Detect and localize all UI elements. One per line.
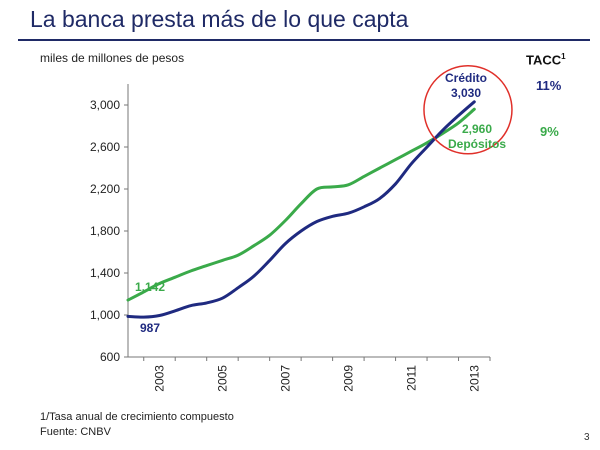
x-tick-label: 2011 xyxy=(404,365,418,391)
label-credito-start: 987 xyxy=(140,321,160,335)
label-depositos-name: Depósitos xyxy=(448,137,506,151)
source-note: Fuente: CNBV xyxy=(40,426,111,438)
label-depositos-end-value: 2,960 xyxy=(462,122,492,136)
x-tick-label: 2007 xyxy=(278,365,292,392)
y-tick-label: 3,000 xyxy=(90,98,120,112)
slide-title: La banca presta más de lo que capta xyxy=(30,6,409,32)
x-tick-label: 2005 xyxy=(215,365,229,392)
y-tick-label: 2,600 xyxy=(90,140,120,154)
y-tick-label: 2,200 xyxy=(90,182,120,196)
x-tick-label: 2003 xyxy=(152,365,166,392)
tacc-superscript: 1 xyxy=(561,52,566,61)
tacc-credito-value: 11% xyxy=(536,78,562,93)
label-depositos-start: 1,142 xyxy=(135,280,165,294)
y-tick-label: 1,000 xyxy=(90,308,120,322)
x-tick-label: 2013 xyxy=(467,365,481,392)
footnote: 1/Tasa anual de crecimiento compuesto xyxy=(40,411,234,423)
page-number: 3 xyxy=(584,432,590,443)
series-line-depositos xyxy=(126,107,476,302)
series-line-credito xyxy=(126,100,476,319)
y-tick-label: 1,800 xyxy=(90,224,120,238)
title-underline xyxy=(18,39,590,41)
y-tick-label: 600 xyxy=(100,350,120,364)
tacc-depositos-value: 9% xyxy=(540,124,559,139)
label-credito-name: Crédito xyxy=(445,71,487,85)
y-tick-label: 1,400 xyxy=(90,266,120,280)
unit-label: miles de millones de pesos xyxy=(40,51,185,65)
tacc-label: TACC xyxy=(526,52,562,68)
x-tick-label: 2009 xyxy=(341,365,355,392)
tacc-header: TACC1 xyxy=(526,52,566,67)
highlight-circle xyxy=(423,64,513,155)
label-credito-end-value: 3,030 xyxy=(451,86,481,100)
